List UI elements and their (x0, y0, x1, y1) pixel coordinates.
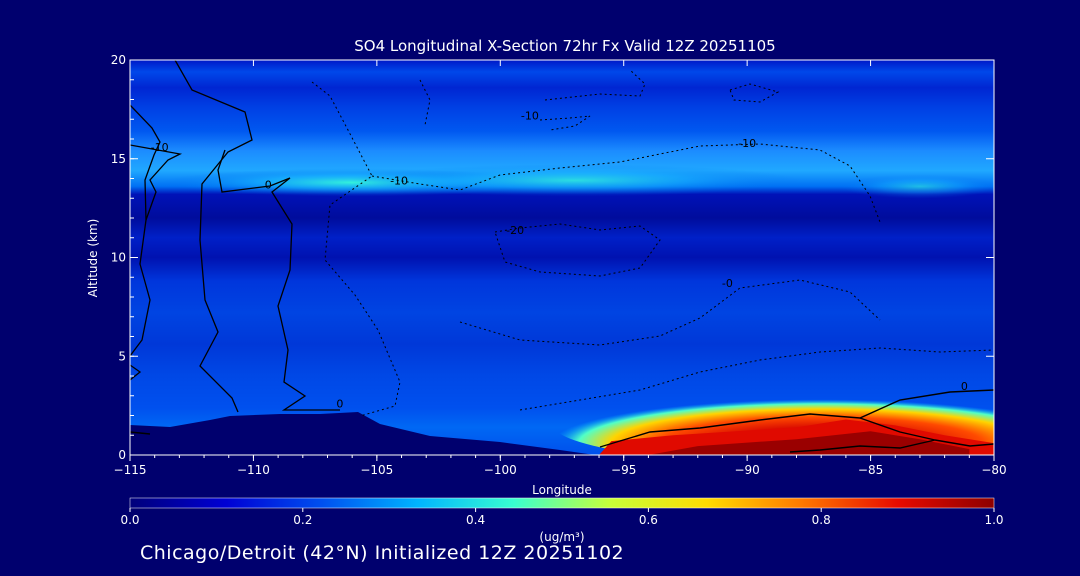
y-tick-label: 0 (118, 448, 126, 462)
x-tick-label: −95 (611, 463, 636, 477)
chart-title: SO4 Longitudinal X-Section 72hr Fx Valid… (354, 37, 775, 55)
plume-layer (162, 164, 994, 455)
contour-line (494, 223, 661, 277)
colorbar-tick-label: 0.0 (120, 513, 139, 527)
contour-label: 0 (961, 380, 968, 393)
contour-line (544, 69, 646, 101)
upper-plume-far-east (839, 174, 994, 199)
contour-line (130, 144, 183, 221)
x-tick-label: −105 (360, 463, 393, 477)
y-axis: 0 5 10 15 20 (111, 53, 994, 462)
y-axis-label: Altitude (km) (86, 219, 100, 298)
contour-label: -10 (390, 174, 408, 187)
x-axis: −115 −110 −105 −100 −95 −90 −85 −80 (114, 60, 1007, 477)
contour-line (217, 149, 340, 411)
contour-line (130, 431, 151, 435)
colorbar-ticks: 0.0 0.2 0.4 0.6 0.8 1.0 (120, 508, 1004, 527)
colorbar-tick-label: 0.8 (812, 513, 831, 527)
contour-label: 0 (265, 178, 272, 191)
contour-line (539, 115, 591, 131)
contour-line (130, 364, 142, 381)
x-tick-label: −115 (114, 463, 147, 477)
y-tick-label: 15 (111, 152, 126, 166)
contour-line (599, 389, 994, 448)
colorbar: 0.0 0.2 0.4 0.6 0.8 1.0 (ug/m³) (120, 497, 1004, 544)
contour-label: -0 (722, 277, 733, 290)
contour-label: 0 (336, 398, 343, 411)
surface-plume-max (648, 431, 970, 455)
contour-line (934, 439, 994, 447)
x-tick-label: −100 (484, 463, 517, 477)
contour-label: -10 (151, 141, 169, 154)
footer-caption: Chicago/Detroit (42°N) Initialized 12Z 2… (140, 542, 625, 564)
contour-label: -10 (521, 109, 539, 122)
x-tick-label: −80 (981, 463, 1006, 477)
contour-line (789, 417, 936, 453)
contour-line (174, 60, 253, 413)
colorbar-tick-label: 1.0 (984, 513, 1003, 527)
colorbar-units: (ug/m³) (539, 530, 584, 544)
contour-line (519, 347, 994, 411)
x-axis-label: Longitude (532, 483, 592, 497)
colorbar-frame (129, 497, 995, 509)
contour-labels: -10 0 -10 -10 -10 -20 -0 0 0 (151, 109, 968, 410)
colorbar-tick-label: 0.6 (639, 513, 658, 527)
x-tick-label: −85 (858, 463, 883, 477)
y-tick-label: 20 (111, 53, 126, 67)
upper-plume-east (349, 164, 799, 197)
colorbar-tick-label: 0.2 (293, 513, 312, 527)
contour-label: -20 (506, 224, 524, 237)
contour-lines (130, 60, 994, 453)
x-tick-label: −110 (237, 463, 270, 477)
colorbar-swatch (130, 498, 994, 508)
colorbar-tick-label: 0.4 (466, 513, 485, 527)
plot-area: -10 0 -10 -10 -10 -20 -0 0 0 (130, 60, 994, 455)
contour-line (729, 83, 780, 103)
x-tick-label: −90 (734, 463, 759, 477)
y-tick-label: 5 (118, 349, 126, 363)
terrain-mask (130, 412, 595, 455)
contour-label: -10 (738, 137, 756, 150)
contour-line (130, 104, 161, 357)
y-tick-label: 10 (111, 251, 126, 265)
